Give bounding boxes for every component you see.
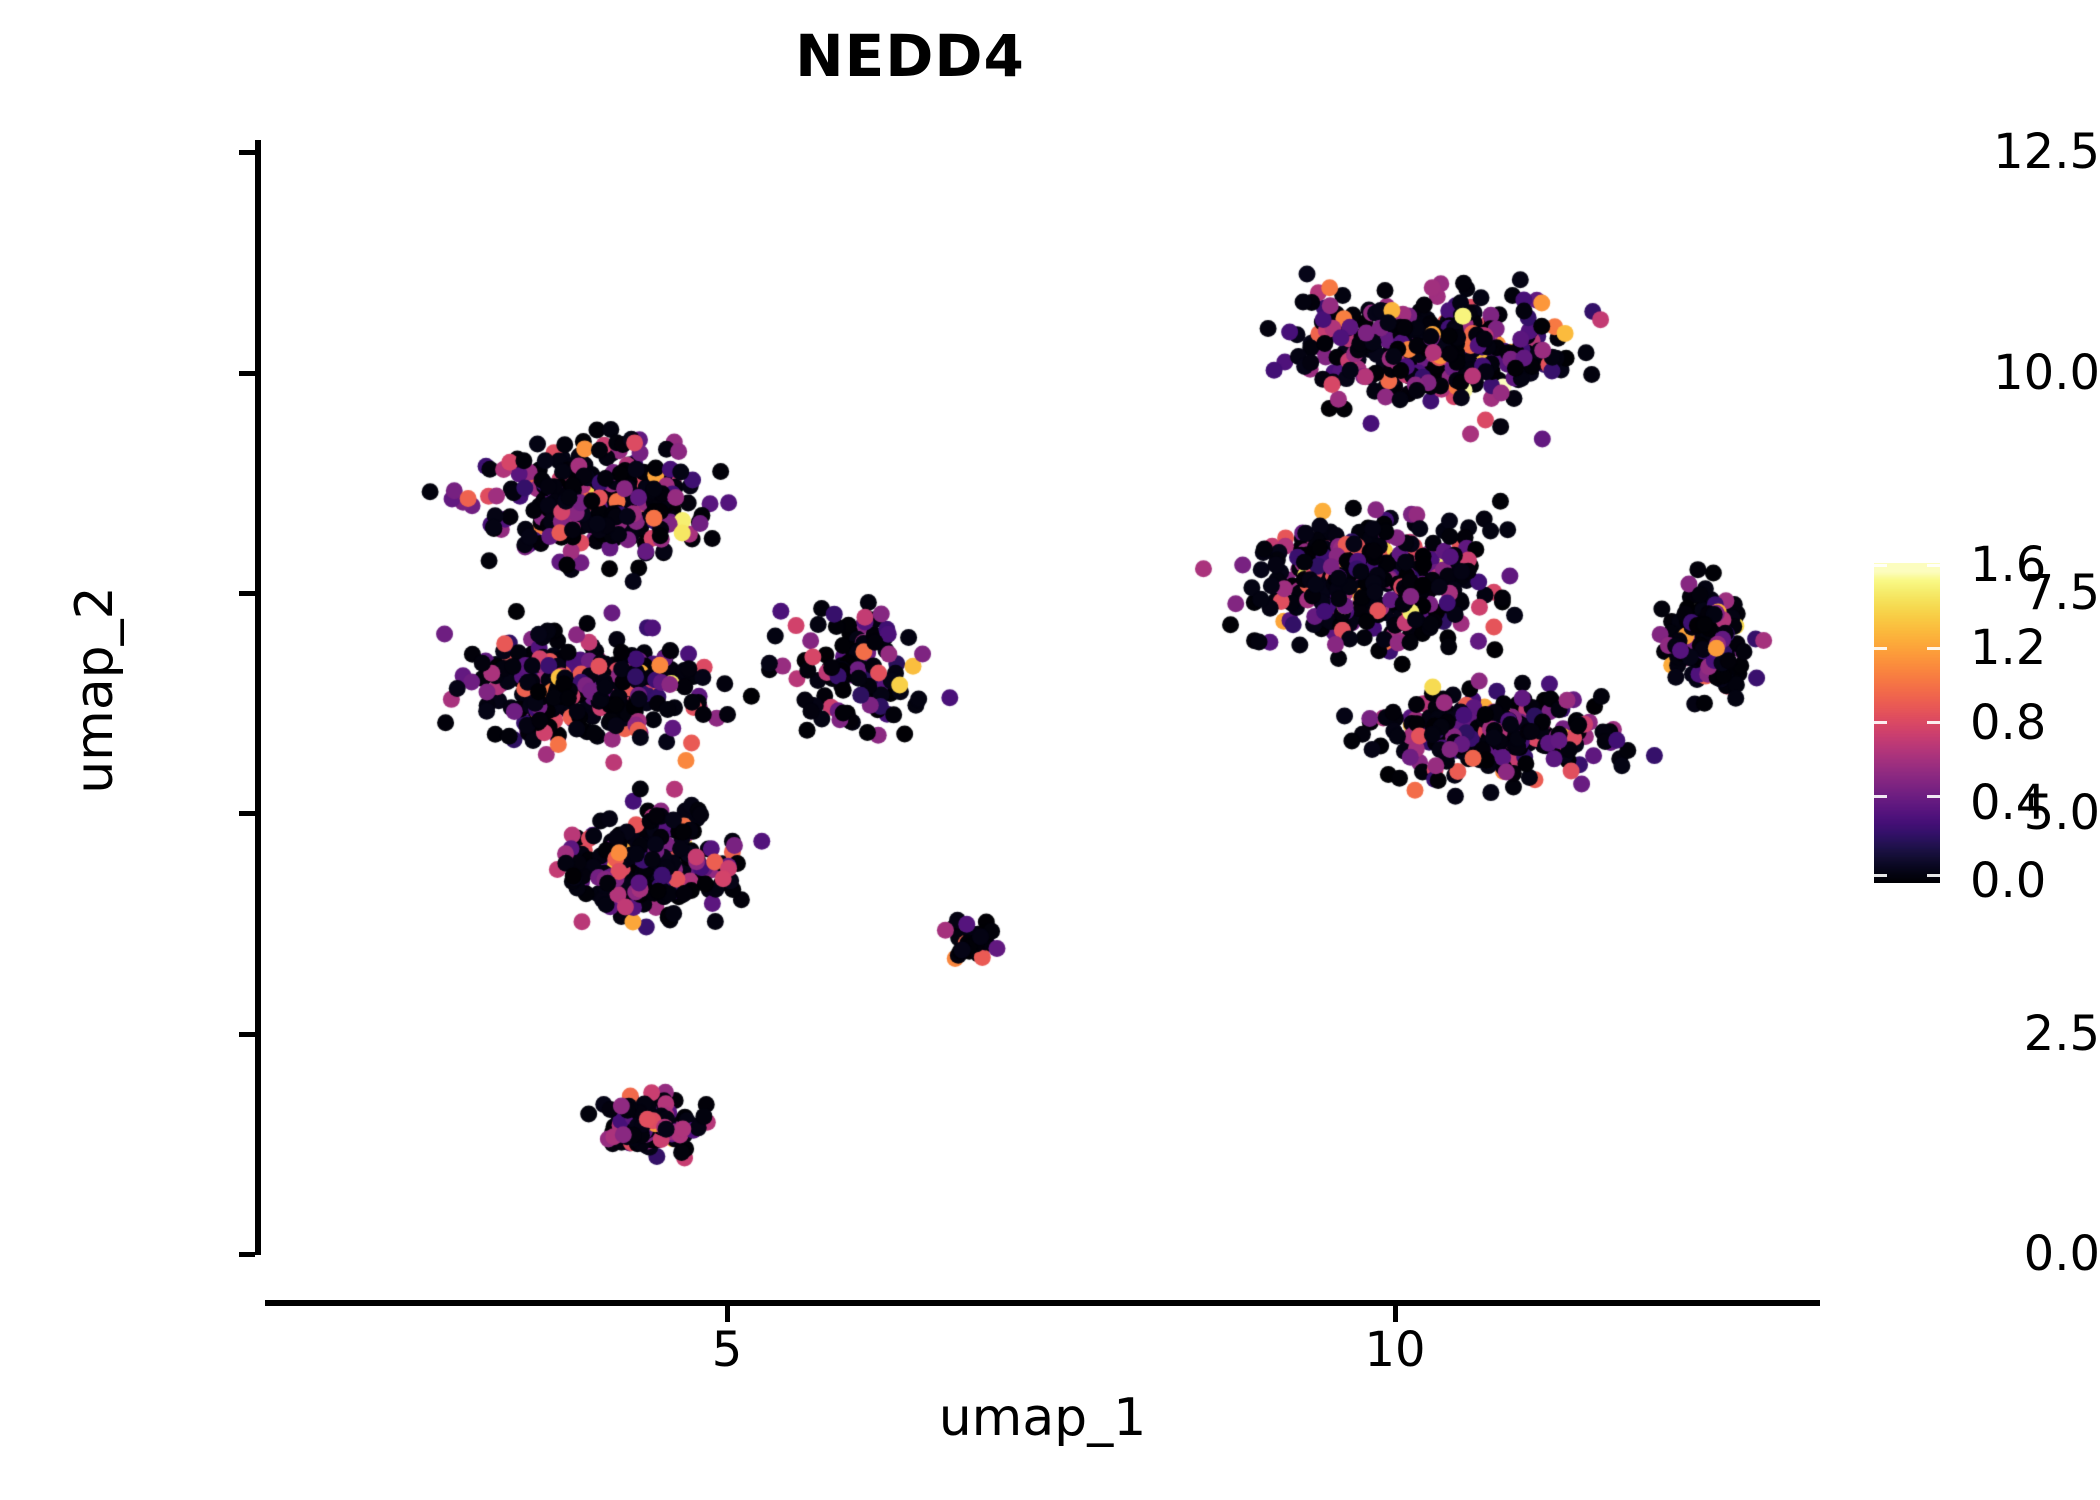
colorbar-tick-label: 1.2 (1970, 620, 2047, 676)
y-tick-mark (239, 591, 255, 596)
colorbar-tick (1927, 874, 1940, 877)
y-tick-label: 10.0 (1993, 345, 2100, 401)
y-tick-label: 7.5 (2023, 565, 2100, 621)
y-tick-label: 0.0 (2023, 1226, 2100, 1282)
x-axis-spine (265, 1300, 1820, 1306)
colorbar-tick (1874, 721, 1887, 724)
colorbar-tick-label: 1.6 (1970, 537, 2047, 593)
colorbar-tick (1927, 795, 1940, 798)
colorbar-tick-label: 0.0 (1970, 853, 2047, 909)
y-axis-spine (255, 140, 261, 1255)
x-axis-title: umap_1 (938, 1388, 1147, 1448)
y-tick-mark (239, 1252, 255, 1257)
colorbar-tick (1874, 647, 1887, 650)
x-tick-mark (725, 1306, 730, 1322)
y-tick-label: 2.5 (2023, 1006, 2100, 1062)
y-tick-mark (239, 811, 255, 816)
y-tick-label: 5.0 (2023, 785, 2100, 841)
x-tick-label: 5 (711, 1322, 743, 1378)
y-tick-mark (239, 150, 255, 155)
y-tick-mark (239, 1032, 255, 1037)
colorbar-tick-label: 0.4 (1970, 775, 2047, 831)
y-tick-label: 12.5 (1993, 124, 2100, 180)
page-title: NEDD4 (795, 22, 1025, 90)
colorbar-tick (1927, 721, 1940, 724)
colorbar-tick (1874, 874, 1887, 877)
colorbar-tick (1927, 564, 1940, 567)
scatter-plot-canvas (258, 150, 1820, 1252)
x-tick-mark (1393, 1306, 1398, 1322)
y-tick-mark (239, 371, 255, 376)
colorbar-tick (1874, 564, 1887, 567)
colorbar-tick (1927, 647, 1940, 650)
colorbar-tick (1874, 795, 1887, 798)
x-tick-label: 10 (1364, 1322, 1426, 1378)
y-axis-title: umap_2 (65, 586, 125, 794)
colorbar-tick-label: 0.8 (1970, 695, 2047, 751)
